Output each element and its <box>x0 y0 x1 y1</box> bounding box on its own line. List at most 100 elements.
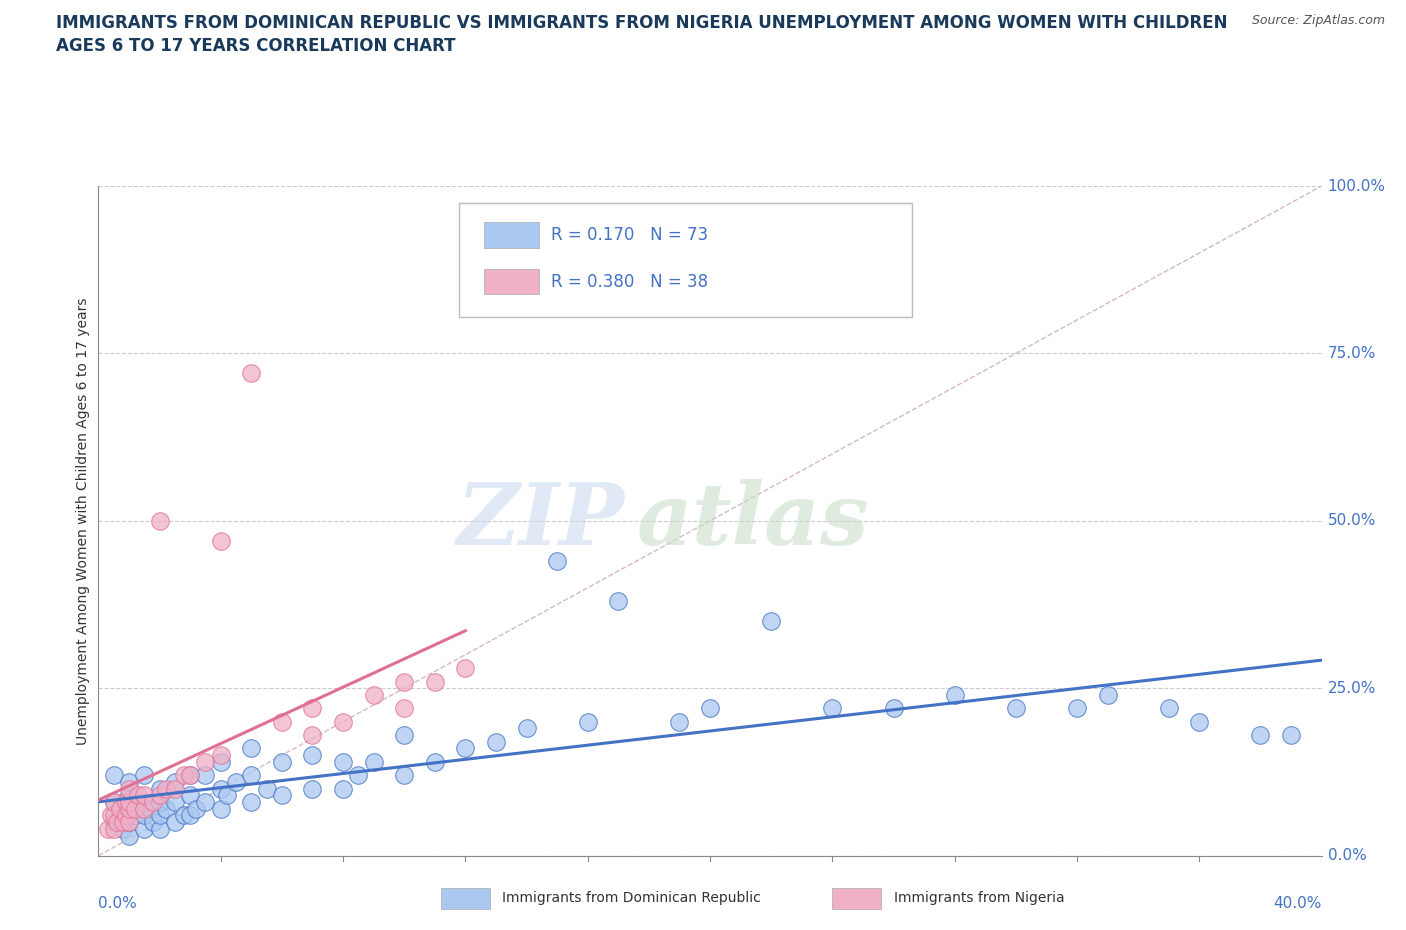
Point <box>118 815 141 830</box>
Point <box>118 788 141 803</box>
Point <box>301 781 323 796</box>
Point <box>607 593 630 608</box>
Point <box>103 808 125 823</box>
Point <box>215 788 238 803</box>
FancyBboxPatch shape <box>484 269 538 295</box>
Point <box>423 674 446 689</box>
Text: R = 0.170   N = 73: R = 0.170 N = 73 <box>551 226 709 244</box>
Point <box>115 808 138 823</box>
Point <box>194 794 217 809</box>
FancyBboxPatch shape <box>460 203 912 316</box>
Point <box>576 714 599 729</box>
Point <box>883 701 905 716</box>
FancyBboxPatch shape <box>484 222 538 247</box>
Point <box>759 614 782 629</box>
Point <box>149 781 172 796</box>
Point <box>209 781 232 796</box>
Point <box>1157 701 1180 716</box>
Point <box>209 748 232 763</box>
Point <box>454 660 477 675</box>
Point <box>115 802 138 817</box>
Point <box>149 794 172 809</box>
Point <box>108 808 131 823</box>
Point <box>163 781 186 796</box>
Point <box>301 701 323 716</box>
Text: Source: ZipAtlas.com: Source: ZipAtlas.com <box>1251 14 1385 27</box>
Point <box>668 714 690 729</box>
Point <box>163 815 186 830</box>
FancyBboxPatch shape <box>832 888 882 910</box>
Point <box>118 828 141 843</box>
Point <box>1188 714 1211 729</box>
Point <box>127 794 149 809</box>
Point <box>163 794 186 809</box>
Point <box>699 701 721 716</box>
Point <box>256 781 278 796</box>
Point <box>139 802 162 817</box>
Point <box>134 808 156 823</box>
Point <box>194 768 217 783</box>
Point <box>240 768 263 783</box>
Point <box>103 815 125 830</box>
Point <box>1066 701 1088 716</box>
Point <box>134 802 156 817</box>
Point <box>173 768 195 783</box>
Point <box>546 553 568 568</box>
Point <box>134 768 156 783</box>
Point <box>118 775 141 790</box>
Point <box>118 781 141 796</box>
Point <box>108 802 131 817</box>
Point <box>142 815 165 830</box>
Point <box>155 802 177 817</box>
Point <box>1097 687 1119 702</box>
Point <box>100 808 122 823</box>
Text: ZIP: ZIP <box>457 479 624 563</box>
Point <box>332 714 354 729</box>
Text: Immigrants from Dominican Republic: Immigrants from Dominican Republic <box>502 892 761 906</box>
Point <box>97 821 120 836</box>
Text: R = 0.380   N = 38: R = 0.380 N = 38 <box>551 272 709 291</box>
Point <box>454 741 477 756</box>
Point <box>225 775 247 790</box>
Point <box>111 821 134 836</box>
Point <box>163 775 186 790</box>
Point <box>179 788 201 803</box>
Point <box>1249 727 1271 742</box>
Point <box>209 754 232 769</box>
Point <box>179 808 201 823</box>
Point <box>118 794 141 809</box>
Point <box>423 754 446 769</box>
Point <box>103 794 125 809</box>
Point <box>363 754 385 769</box>
Text: 75.0%: 75.0% <box>1327 346 1376 361</box>
Point <box>127 788 149 803</box>
Text: atlas: atlas <box>637 479 869 563</box>
Point <box>821 701 844 716</box>
Point <box>149 821 172 836</box>
Point <box>111 815 134 830</box>
Point <box>209 802 232 817</box>
Text: 40.0%: 40.0% <box>1274 896 1322 910</box>
Text: Immigrants from Nigeria: Immigrants from Nigeria <box>894 892 1064 906</box>
Point <box>332 781 354 796</box>
Point <box>103 794 125 809</box>
Point <box>392 727 416 742</box>
Point <box>149 788 172 803</box>
Point <box>179 768 201 783</box>
Point <box>209 534 232 549</box>
Point <box>155 781 177 796</box>
Point <box>301 748 323 763</box>
Point <box>516 721 538 736</box>
Point <box>173 808 195 823</box>
Point <box>301 727 323 742</box>
FancyBboxPatch shape <box>441 888 489 910</box>
Y-axis label: Unemployment Among Women with Children Ages 6 to 17 years: Unemployment Among Women with Children A… <box>76 297 90 745</box>
Point <box>103 768 125 783</box>
Text: 100.0%: 100.0% <box>1327 179 1386 193</box>
Point <box>179 768 201 783</box>
Point <box>392 674 416 689</box>
Text: IMMIGRANTS FROM DOMINICAN REPUBLIC VS IMMIGRANTS FROM NIGERIA UNEMPLOYMENT AMONG: IMMIGRANTS FROM DOMINICAN REPUBLIC VS IM… <box>56 14 1227 32</box>
Point <box>124 808 146 823</box>
Point <box>194 754 217 769</box>
Point <box>347 768 370 783</box>
